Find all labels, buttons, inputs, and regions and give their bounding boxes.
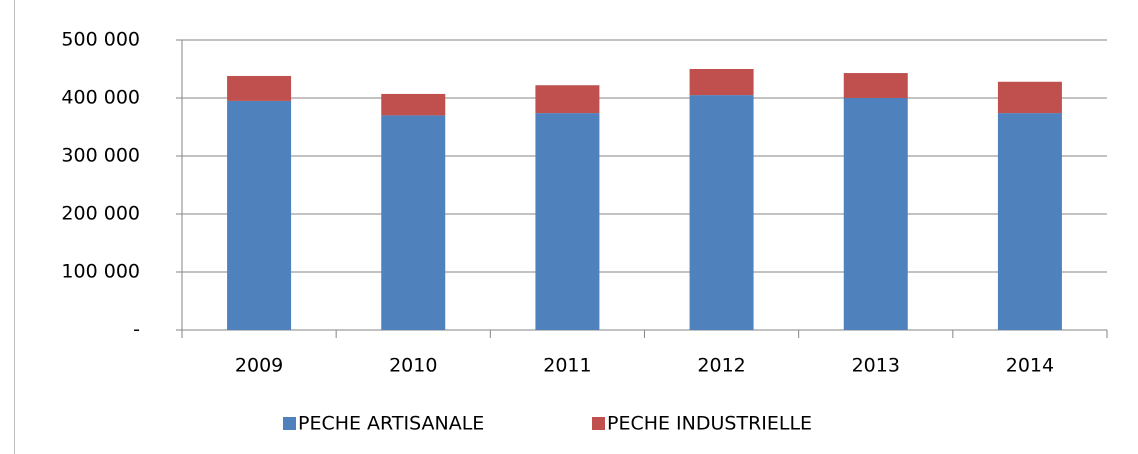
bar-segment [535,113,600,330]
legend-swatch [283,417,296,430]
legend-label: PECHE INDUSTRIELLE [607,413,812,435]
x-tick-label: 2013 [852,355,900,377]
legend-label: PECHE ARTISANALE [298,413,484,435]
x-tick-label: 2012 [697,355,745,377]
bar-segment [381,115,446,331]
y-tick-label: 300 000 [61,145,140,167]
bar-segment [381,93,446,116]
x-tick-label: 2014 [1006,355,1054,377]
legend-swatch [592,417,605,430]
bar-segment [843,73,908,98]
x-tick-label: 2010 [389,355,437,377]
bar-segment [997,81,1062,114]
y-tick-label: - [133,319,140,341]
y-tick-label: 100 000 [61,261,140,283]
x-tick-label: 2009 [235,355,283,377]
bar-segment [227,75,292,101]
y-tick-label: 500 000 [61,29,140,51]
x-tick-label: 2011 [543,355,591,377]
y-tick-label: 200 000 [61,203,140,225]
bar-segment [227,100,292,331]
bar-segment [535,85,600,114]
bar-segment [997,113,1062,330]
bar-segment [689,69,754,96]
y-tick-label: 400 000 [61,87,140,109]
bar-segment [689,95,754,330]
bar-segment [843,98,908,330]
